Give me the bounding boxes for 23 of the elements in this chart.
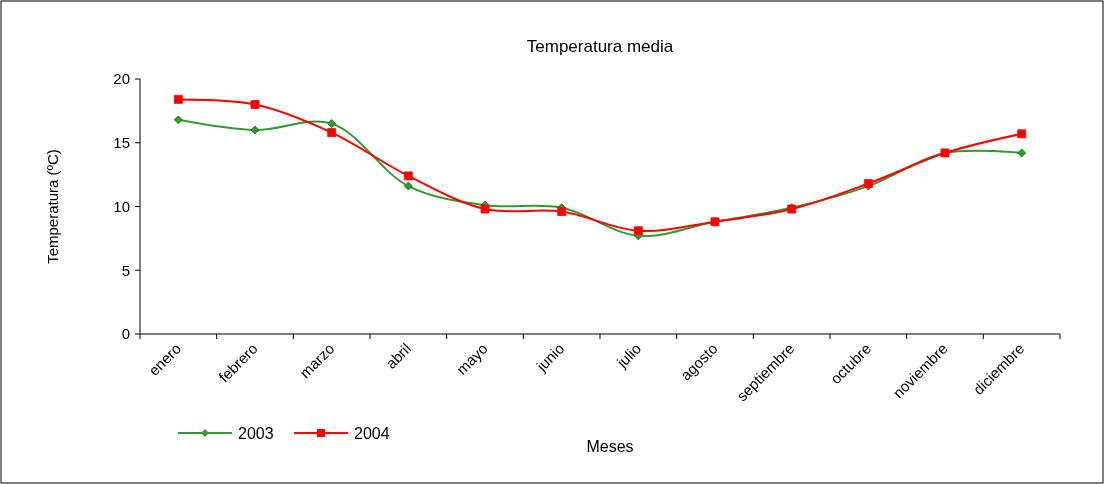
legend-label: 2004 [354,424,390,442]
y-tick-label: 5 [121,261,130,279]
point [403,181,413,191]
point [327,128,337,137]
point [480,204,490,214]
point [1017,129,1027,139]
y-tick-label: 15 [113,134,130,151]
point [403,171,413,181]
chart-title: Temperatura media [526,37,674,56]
y-axis-title: Temperatura (ºC) [44,149,61,264]
point [1017,148,1027,158]
y-tick-label: 20 [113,70,130,88]
point [250,125,260,135]
point [557,207,567,216]
y-tick-label: 0 [121,325,130,343]
point [173,95,183,104]
point [327,119,337,129]
point [173,115,183,125]
point [250,100,260,109]
x-axis-title: Meses [586,438,634,455]
y-tick-label: 10 [113,197,130,215]
point [633,226,643,236]
legend-label: 2003 [238,424,274,442]
